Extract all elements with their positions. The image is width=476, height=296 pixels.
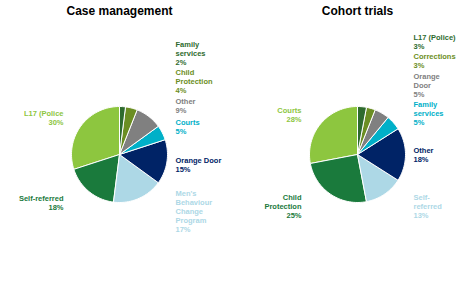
svg-text:Men'sBehaviourChangeProgram17%: Men'sBehaviourChangeProgram17% bbox=[176, 189, 213, 234]
svg-text:Self-referred18%: Self-referred18% bbox=[19, 194, 64, 212]
svg-text:Familyservices5%: Familyservices5% bbox=[414, 100, 444, 127]
svg-text:Self-referred13%: Self-referred13% bbox=[414, 193, 443, 220]
svg-text:ChildProtection25%: ChildProtection25% bbox=[264, 193, 302, 220]
svg-text:Other9%: Other9% bbox=[176, 97, 196, 115]
svg-text:Orange Door15%: Orange Door15% bbox=[176, 156, 222, 174]
svg-text:Courts5%: Courts5% bbox=[176, 118, 200, 136]
svg-text:L17 (Police)3%: L17 (Police)3% bbox=[414, 33, 457, 51]
svg-text:Case management: Case management bbox=[66, 4, 172, 18]
svg-text:ChildProtection4%: ChildProtection4% bbox=[176, 68, 214, 95]
svg-text:Other18%: Other18% bbox=[414, 146, 434, 164]
svg-text:Courts28%: Courts28% bbox=[277, 106, 301, 124]
svg-text:OrangeDoor5%: OrangeDoor5% bbox=[414, 72, 440, 99]
svg-text:Familyservices2%: Familyservices2% bbox=[176, 40, 206, 67]
svg-text:L17 (Police30%: L17 (Police30% bbox=[24, 109, 64, 127]
svg-text:Corrections3%: Corrections3% bbox=[414, 52, 456, 70]
svg-text:Cohort trials: Cohort trials bbox=[322, 4, 394, 18]
